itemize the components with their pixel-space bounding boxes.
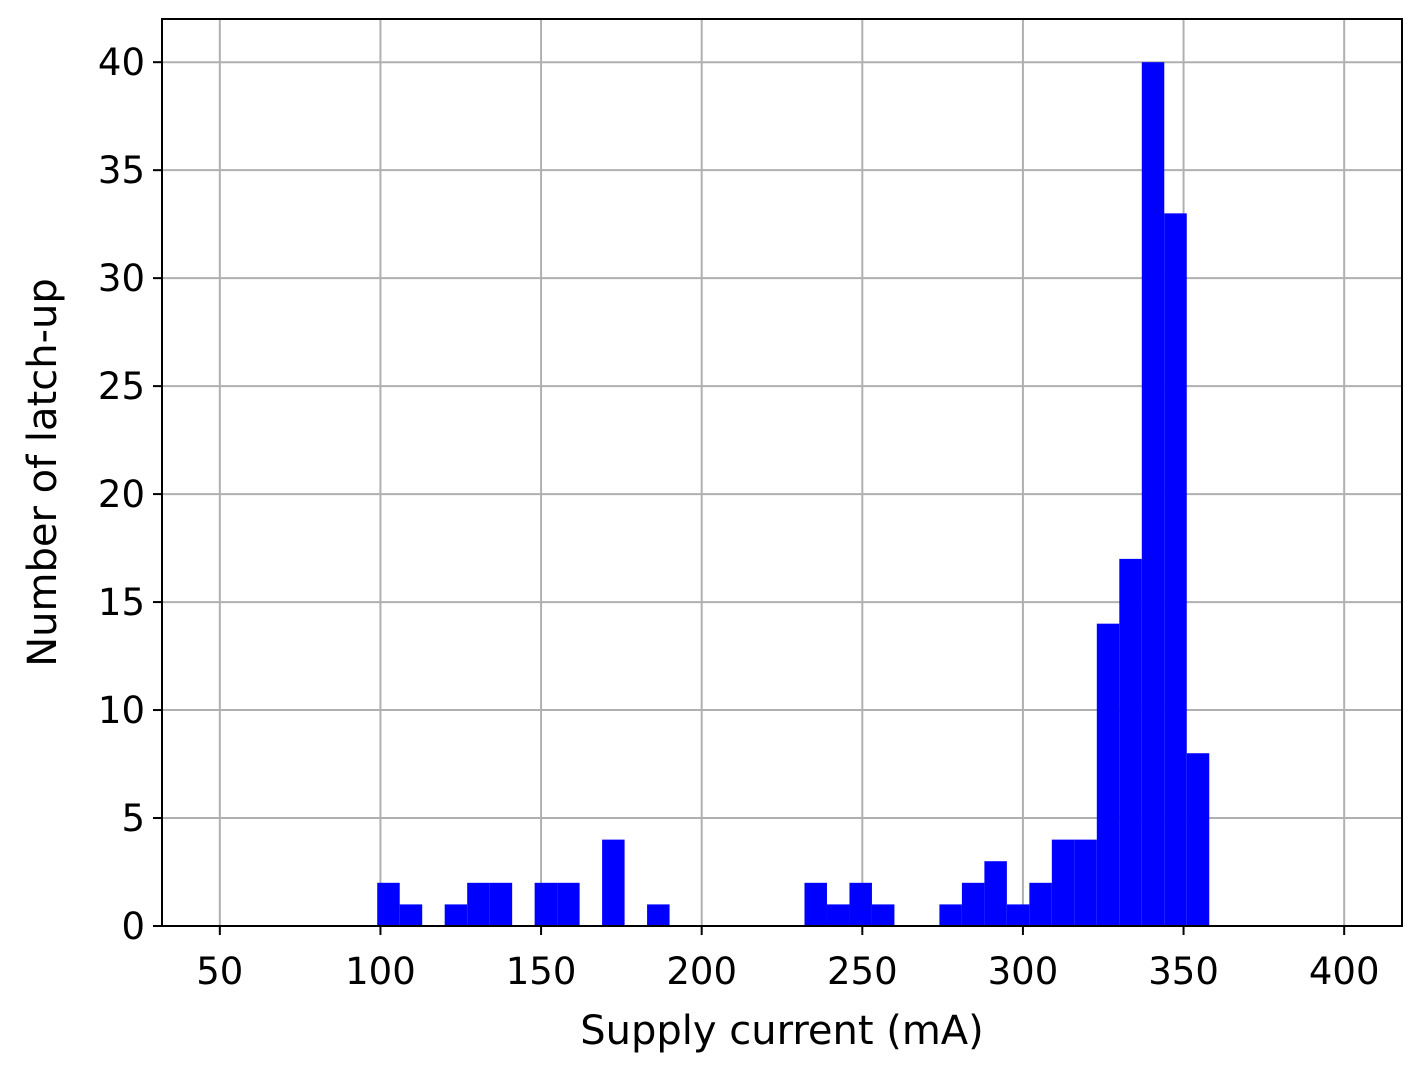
histogram-bar-1	[399, 904, 423, 926]
y-axis-label: Number of latch-up	[20, 278, 66, 667]
histogram-bar-14	[961, 882, 985, 926]
histogram-bar-4	[489, 882, 513, 926]
histogram-bar-24	[1186, 753, 1210, 926]
x-axis-ticks: 50 100 150 200 250 300 350 400	[196, 926, 1379, 993]
x-axis-label: Supply current (mA)	[580, 1008, 984, 1054]
y-tick-label-0: 0	[121, 905, 145, 948]
y-tick-label-1: 5	[121, 797, 145, 840]
histogram-bar-17	[1029, 882, 1052, 926]
histogram-bar-22	[1141, 62, 1165, 926]
histogram-bar-6	[557, 882, 580, 926]
y-tick-label-2: 10	[98, 689, 145, 732]
x-tick-label-3: 200	[666, 950, 737, 993]
y-tick-label-8: 40	[98, 41, 145, 84]
x-tick-label-4: 250	[827, 950, 898, 993]
histogram-bar-7	[602, 839, 625, 926]
y-tick-label-3: 15	[98, 581, 145, 624]
histogram-bar-3	[467, 882, 490, 926]
y-tick-label-4: 20	[98, 473, 145, 516]
y-tick-label-6: 30	[98, 257, 145, 300]
histogram-bar-8	[647, 904, 670, 926]
y-tick-label-5: 25	[98, 365, 145, 408]
histogram-bar-13	[939, 904, 962, 926]
histogram-bar-18	[1051, 839, 1075, 926]
x-tick-label-5: 300	[988, 950, 1059, 993]
plot-frame	[161, 18, 1403, 927]
x-tick-label-1: 100	[345, 950, 416, 993]
histogram-bar-2	[444, 904, 468, 926]
x-tick-label-6: 350	[1148, 950, 1219, 993]
histogram-bar-23	[1164, 213, 1187, 926]
y-tick-label-7: 35	[98, 149, 145, 192]
x-tick-label-0: 50	[196, 950, 243, 993]
histogram-bar-11	[849, 882, 872, 926]
x-tick-label-7: 400	[1309, 950, 1380, 993]
x-tick-label-2: 150	[506, 950, 577, 993]
bars	[377, 62, 1210, 926]
y-axis-ticks: 0 5 10 15 20 25 30 35 40	[98, 41, 162, 948]
histogram-bar-0	[377, 882, 400, 926]
histogram-bar-10	[826, 904, 850, 926]
histogram-bar-9	[804, 882, 827, 926]
histogram-bar-5	[534, 882, 558, 926]
histogram-bar-21	[1119, 558, 1142, 926]
histogram-bar-20	[1096, 623, 1120, 926]
histogram-bar-15	[984, 861, 1007, 926]
histogram-bar-19	[1074, 839, 1097, 926]
histogram-bar-16	[1006, 904, 1030, 926]
histogram-bar-12	[871, 904, 895, 926]
